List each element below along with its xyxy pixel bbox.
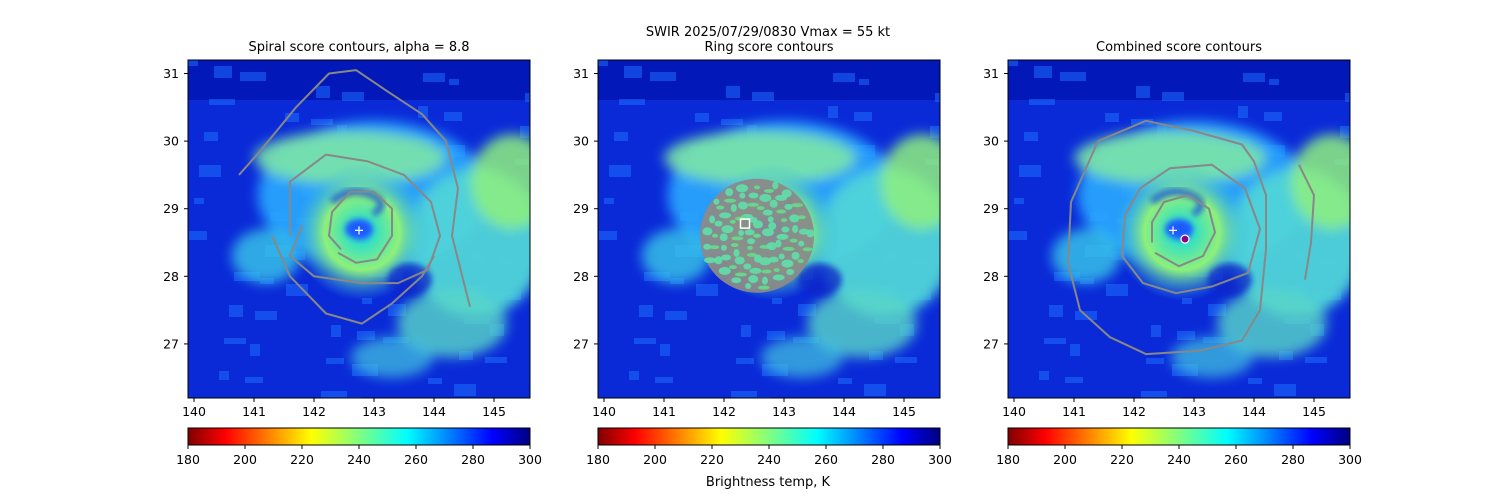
y-tick-label: 28 xyxy=(163,269,179,284)
colorbar-label: Brightness temp, K xyxy=(706,475,831,490)
panel-title: Spiral score contours, alpha = 8.8 xyxy=(248,40,469,55)
panel-title: Combined score contours xyxy=(1096,40,1262,55)
colorbar-tick-label: 240 xyxy=(347,452,371,467)
figure-suptitle: SWIR 2025/07/29/0830 Vmax = 55 kt xyxy=(646,25,890,40)
colorbar-1: 180 200 220 240 260 280 300 xyxy=(176,427,542,467)
x-tick-label: 143 xyxy=(1182,404,1206,419)
y-tick-label: 27 xyxy=(983,336,999,351)
y-tick-label: 30 xyxy=(163,134,179,149)
ring-contour-region xyxy=(700,178,815,293)
score-contour-middle xyxy=(289,153,441,285)
score-contour-middle xyxy=(1121,163,1261,295)
x-tick-label: 145 xyxy=(1302,404,1326,419)
colorbar-tick-label: 300 xyxy=(928,452,952,467)
colorbar-gradient xyxy=(1007,427,1351,446)
center-square-marker xyxy=(739,218,751,229)
x-tick-label: 145 xyxy=(892,404,916,419)
x-tick-label: 140 xyxy=(592,404,616,419)
score-contour-right-arc xyxy=(1298,164,1315,280)
brightness-temp-image xyxy=(188,60,530,398)
brightness-temp-image xyxy=(1008,60,1350,398)
y-tick-label: 30 xyxy=(983,134,999,149)
y-tick-label: 27 xyxy=(163,336,179,351)
x-tick-label: 140 xyxy=(1002,404,1026,419)
x-tick-label: 141 xyxy=(652,404,676,419)
axes-frame xyxy=(1007,59,1351,399)
y-tick-label: 31 xyxy=(573,66,589,81)
x-tick-label: 140 xyxy=(182,404,206,419)
x-tick-label: 145 xyxy=(482,404,506,419)
x-tick-label: 144 xyxy=(422,404,446,419)
x-tick-label: 143 xyxy=(362,404,386,419)
colorbar-tick-label: 260 xyxy=(404,452,428,467)
axes-frame xyxy=(597,59,941,399)
x-tick-label: 141 xyxy=(1062,404,1086,419)
colorbar-tick-label: 300 xyxy=(518,452,542,467)
colorbar-tick-label: 200 xyxy=(643,452,667,467)
colorbar-tick-label: 240 xyxy=(757,452,781,467)
y-tick-label: 28 xyxy=(573,269,589,284)
colorbar-2: 180 200 220 240 260 280 300 xyxy=(586,427,952,467)
y-tick-label: 30 xyxy=(573,134,589,149)
colorbar-gradient xyxy=(187,427,531,446)
score-contour-outer-lower xyxy=(271,235,435,325)
panel-3: Combined score contours 140 141 142 143 144 14… xyxy=(983,40,1351,419)
colorbar-gradient xyxy=(597,427,941,446)
colorbar-tick-label: 180 xyxy=(586,452,610,467)
colorbar-tick-label: 220 xyxy=(290,452,314,467)
panel-title: Ring score contours xyxy=(704,40,833,55)
y-tick-label: 29 xyxy=(983,201,999,216)
colorbar-tick-label: 220 xyxy=(1110,452,1134,467)
y-tick-label: 31 xyxy=(983,66,999,81)
axes-frame xyxy=(187,59,531,399)
colorbar-tick-label: 260 xyxy=(814,452,838,467)
score-contour-outer xyxy=(1067,119,1267,356)
score-contour-inner xyxy=(1151,194,1216,268)
colorbar-tick-label: 280 xyxy=(871,452,895,467)
x-tick-label: 141 xyxy=(242,404,266,419)
colorbar-tick-label: 180 xyxy=(176,452,200,467)
x-tick-label: 144 xyxy=(832,404,856,419)
colorbar-tick-label: 240 xyxy=(1167,452,1191,467)
colorbar-tick-label: 280 xyxy=(461,452,485,467)
colorbar-tick-label: 220 xyxy=(700,452,724,467)
colorbar-tick-label: 280 xyxy=(1281,452,1305,467)
colorbar-tick-label: 200 xyxy=(233,452,257,467)
x-tick-label: 142 xyxy=(302,404,326,419)
x-tick-label: 142 xyxy=(1122,404,1146,419)
score-contour-outer xyxy=(238,69,471,307)
panel-2: Ring score contours 140 141 142 143 144 145 27 2… xyxy=(573,40,941,419)
y-tick-label: 29 xyxy=(573,201,589,216)
y-tick-label: 29 xyxy=(163,201,179,216)
x-tick-label: 144 xyxy=(1242,404,1266,419)
colorbar-tick-label: 300 xyxy=(1338,452,1362,467)
x-tick-label: 142 xyxy=(712,404,736,419)
y-tick-label: 31 xyxy=(163,66,179,81)
colorbar-tick-label: 180 xyxy=(996,452,1020,467)
center-plus-marker xyxy=(355,226,363,235)
colorbar-tick-label: 260 xyxy=(1224,452,1248,467)
center-plus-marker xyxy=(1169,226,1177,235)
best-center-marker xyxy=(1180,234,1190,244)
panel-1: Spiral score contours, alpha = 8.8 140 141… xyxy=(163,40,531,419)
score-contour-inner xyxy=(328,190,393,264)
y-tick-label: 28 xyxy=(983,269,999,284)
y-tick-label: 27 xyxy=(573,336,589,351)
x-tick-label: 143 xyxy=(772,404,796,419)
colorbar-3: 180 200 220 240 260 280 300 xyxy=(996,427,1362,467)
colorbar-tick-label: 200 xyxy=(1053,452,1077,467)
